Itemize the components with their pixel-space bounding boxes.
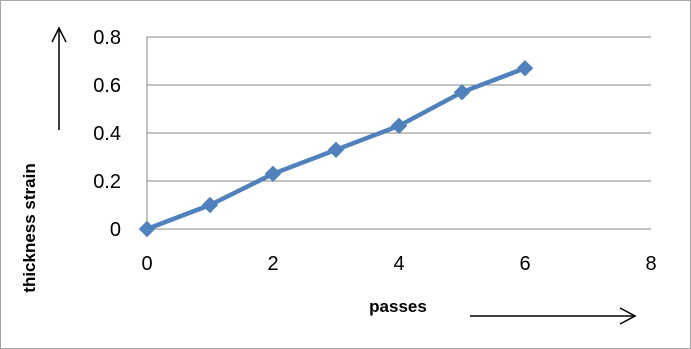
y-tick-label: 0 (110, 219, 121, 241)
x-axis-title: passes (369, 297, 427, 316)
y-tick-label: 0.4 (93, 123, 121, 145)
x-tick-label: 6 (519, 253, 530, 275)
series-group (138, 59, 534, 238)
x-tick-label: 0 (141, 253, 152, 275)
y-axis-arrow (51, 26, 67, 130)
data-point (138, 220, 156, 238)
x-tick-labels: 0 2 4 6 8 (141, 253, 656, 275)
data-point (390, 117, 408, 135)
y-tick-label: 0.2 (93, 171, 121, 193)
y-tick-labels: 0 0.2 0.4 0.6 0.8 (93, 27, 121, 241)
y-tick-label: 0.8 (93, 27, 121, 49)
x-tick-label: 2 (267, 253, 278, 275)
x-tick-label: 4 (393, 253, 404, 275)
x-tick-label: 8 (645, 253, 656, 275)
data-point (516, 59, 534, 77)
data-point (264, 165, 282, 183)
gridlines (147, 36, 651, 182)
axes (146, 37, 651, 230)
data-point (201, 196, 219, 214)
y-tick-label: 0.6 (93, 75, 121, 97)
x-axis-arrow (470, 307, 637, 325)
y-axis-title: thickness strain (20, 163, 39, 292)
data-point (327, 141, 345, 159)
data-point (453, 83, 471, 101)
